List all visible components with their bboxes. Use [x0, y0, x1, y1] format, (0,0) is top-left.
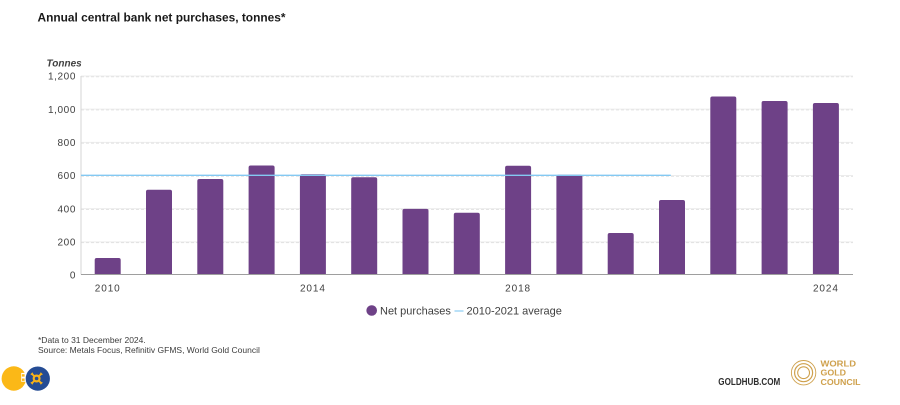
svg-text:WORLD: WORLD	[821, 359, 857, 369]
svg-text:2010-2021 average: 2010-2021 average	[467, 306, 562, 318]
svg-text:400: 400	[58, 204, 77, 215]
svg-text:2018: 2018	[505, 284, 531, 295]
svg-text:*Data to 31 December 2024.: *Data to 31 December 2024.	[38, 335, 146, 345]
svg-text:Tonnes: Tonnes	[47, 59, 83, 70]
svg-text:1,000: 1,000	[48, 105, 76, 116]
svg-text:200: 200	[58, 237, 77, 248]
svg-text:1,200: 1,200	[48, 72, 76, 83]
svg-text:0: 0	[70, 271, 76, 282]
svg-text:600: 600	[58, 171, 77, 182]
svg-text:COUNCIL: COUNCIL	[821, 377, 861, 387]
svg-text:GOLD: GOLD	[821, 368, 847, 378]
svg-text:2024: 2024	[813, 284, 839, 295]
svg-text:GOLDHUB.COM: GOLDHUB.COM	[718, 377, 780, 388]
svg-text:2010: 2010	[95, 284, 121, 295]
svg-text:Source: Metals Focus, Refiniti: Source: Metals Focus, Refinitiv GFMS, Wo…	[38, 345, 260, 355]
svg-text:800: 800	[58, 138, 77, 149]
svg-text:Net purchases: Net purchases	[380, 306, 451, 318]
svg-text:2014: 2014	[300, 284, 326, 295]
svg-text:Annual central bank net purcha: Annual central bank net purchases, tonne…	[38, 13, 287, 25]
